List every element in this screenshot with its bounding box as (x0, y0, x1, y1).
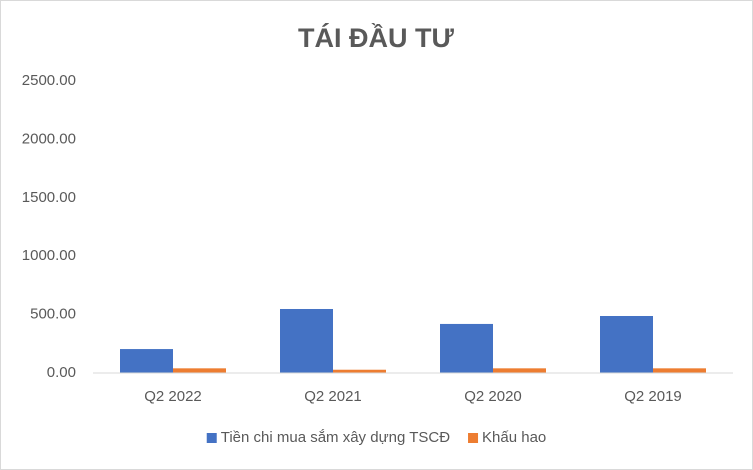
bar (600, 316, 653, 373)
legend-swatch (468, 433, 479, 443)
bar (493, 368, 546, 373)
chart-title: TÁI ĐẦU TƯ (298, 22, 454, 53)
bar (440, 323, 493, 373)
legend-label: Tiền chi mua sắm xây dựng TSCĐ (221, 429, 450, 446)
y-tick-label: 2000.00 (22, 130, 76, 147)
y-tick-label: 2500.00 (22, 72, 76, 89)
bar (280, 308, 333, 373)
x-tick-label: Q2 2021 (304, 388, 362, 405)
x-tick-label: Q2 2019 (624, 388, 682, 405)
legend-label: Khấu hao (482, 429, 546, 446)
x-tick-label: Q2 2020 (464, 388, 522, 405)
y-tick-label: 1500.00 (22, 189, 76, 206)
bar (653, 368, 706, 373)
bar (173, 368, 226, 373)
y-tick-label: 500.00 (30, 306, 76, 323)
legend-swatch (206, 433, 217, 443)
bar (120, 349, 173, 373)
x-tick-label: Q2 2022 (144, 388, 202, 405)
y-tick-label: 0.00 (47, 364, 76, 381)
bar (333, 369, 386, 373)
y-tick-label: 1000.00 (22, 247, 76, 264)
